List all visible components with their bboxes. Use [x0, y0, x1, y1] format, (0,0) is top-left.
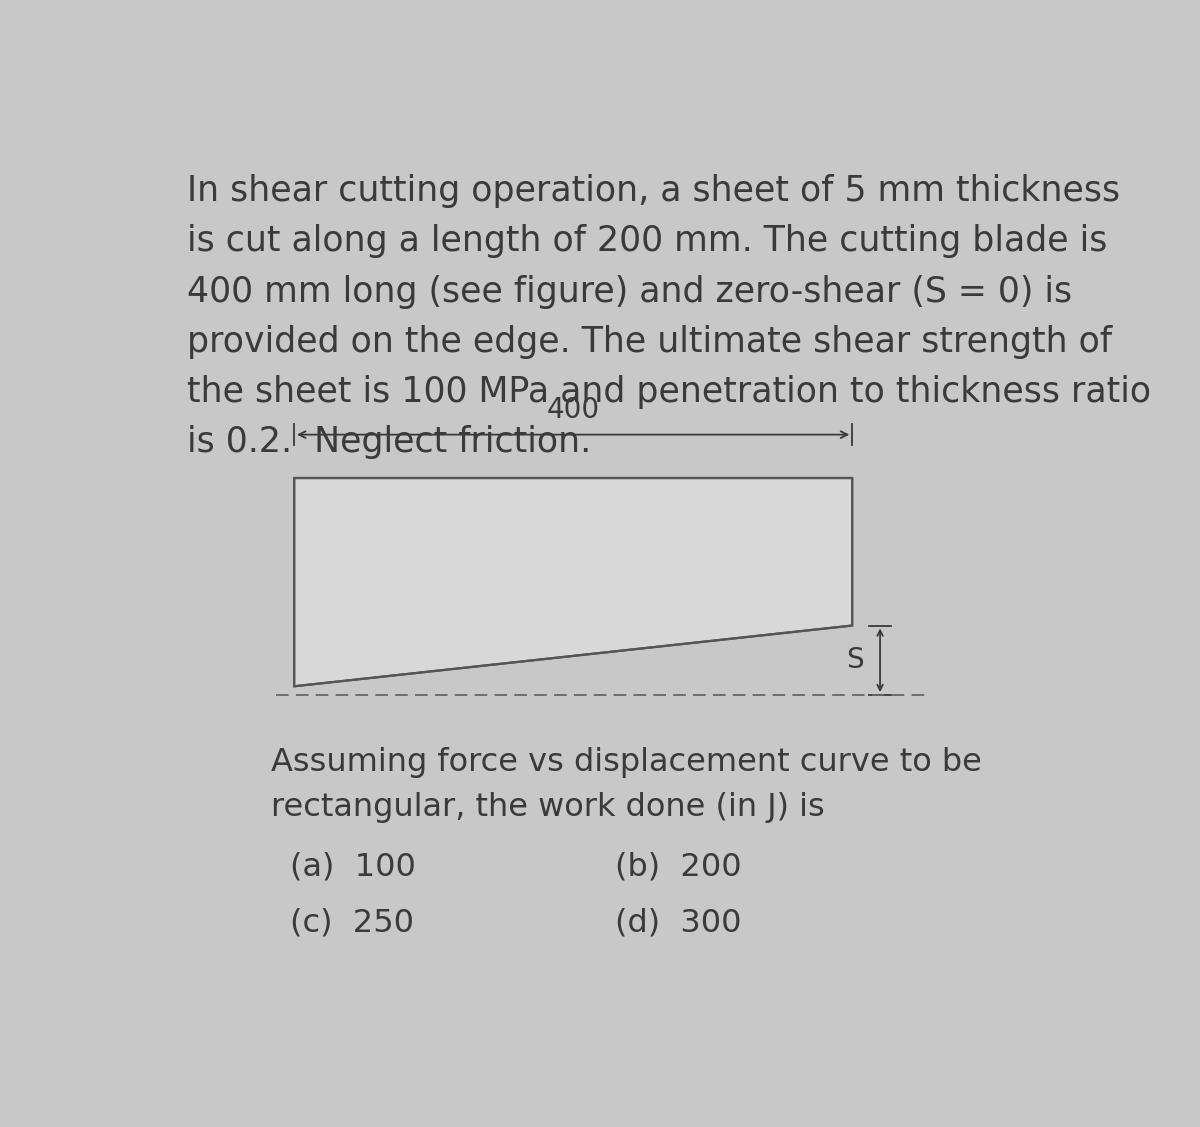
Text: (a)  100: (a) 100 [289, 851, 415, 882]
Text: (b)  200: (b) 200 [616, 851, 742, 882]
Text: (d)  300: (d) 300 [616, 907, 742, 939]
Text: Assuming force vs displacement curve to be
rectangular, the work done (in J) is: Assuming force vs displacement curve to … [271, 747, 982, 824]
Polygon shape [294, 478, 852, 686]
Text: 400: 400 [546, 397, 600, 424]
Text: S: S [846, 646, 863, 674]
Text: (c)  250: (c) 250 [289, 907, 414, 939]
Text: In shear cutting operation, a sheet of 5 mm thickness
is cut along a length of 2: In shear cutting operation, a sheet of 5… [187, 175, 1151, 460]
